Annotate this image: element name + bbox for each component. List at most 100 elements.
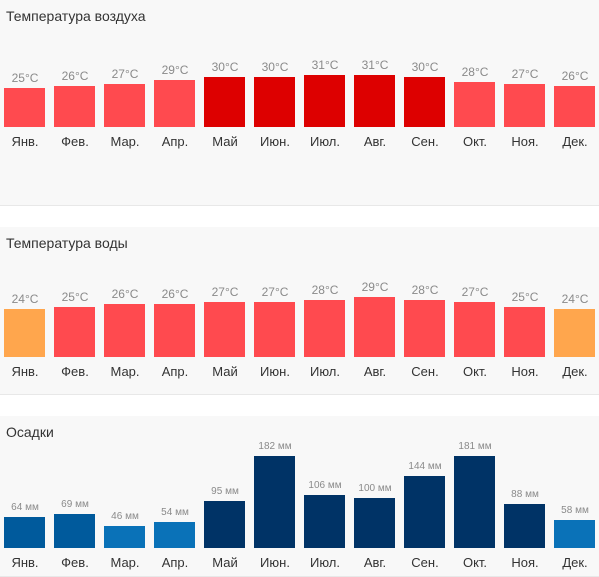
water-bar [304,300,345,357]
precip-value-label: 100 мм [358,483,392,494]
precip-value-label: 69 мм [61,499,89,510]
precip-bar [404,476,445,548]
water-month-label: Июл. [309,364,340,379]
water-value-label: 28°C [411,283,439,297]
precip-value-label: 181 мм [458,441,492,452]
precip-bar [554,520,595,548]
precip-value-label: 95 мм [211,486,239,497]
precip-value-label: 64 мм [11,502,39,513]
air-bar [104,84,145,127]
air-bar [304,75,345,127]
water-value-label: 27°C [211,285,239,299]
water-month-label: Ноя. [511,364,539,379]
water-bar [504,307,545,357]
precip-bar [154,522,195,548]
air-month-label: Янв. [11,134,39,149]
water-bar [204,302,245,357]
water-value-label: 27°C [261,285,289,299]
water-value-label: 25°C [61,290,89,304]
air-month-label: Июл. [309,134,340,149]
air-value-label: 30°C [211,60,239,74]
precip-bar [54,514,95,548]
precip-month-label: Фев. [61,555,89,570]
precip-month-label: Авг. [363,555,387,570]
air-bar [454,82,495,127]
air-month-label: Апр. [161,134,189,149]
water-bar [254,302,295,357]
precip-bar [304,495,345,548]
precip-bar [4,517,45,548]
water-temperature-title: Температура воды [6,235,128,251]
water-temperature-panel: Температура воды 24°C Янв. 25°C Фев. 26°C Мар… [0,227,599,395]
air-month-label: Ноя. [511,134,539,149]
water-month-label: Июн. [260,364,290,379]
air-month-label: Авг. [363,134,387,149]
air-month-label: Фев. [61,134,89,149]
air-value-label: 26°C [61,69,89,83]
precip-bar [454,456,495,548]
air-value-label: 31°C [311,58,339,72]
water-bar [354,297,395,357]
precip-bar [504,504,545,548]
air-bar [204,77,245,127]
water-value-label: 29°C [361,280,389,294]
precip-value-label: 182 мм [258,441,292,452]
air-value-label: 30°C [411,60,439,74]
water-value-label: 24°C [561,292,589,306]
air-value-label: 31°C [361,58,389,72]
air-bar [504,84,545,127]
air-month-label: Июн. [260,134,290,149]
precipitation-title: Осадки [6,424,54,440]
water-month-label: Авг. [363,364,387,379]
precip-month-label: Сен. [411,555,439,570]
air-bar [254,77,295,127]
water-value-label: 27°C [461,285,489,299]
precip-value-label: 58 мм [561,505,589,516]
water-bar [454,302,495,357]
water-value-label: 25°C [511,290,539,304]
air-month-label: Дек. [562,134,588,149]
water-value-label: 28°C [311,283,339,297]
water-month-label: Сен. [411,364,439,379]
water-month-label: Окт. [462,364,488,379]
water-month-label: Дек. [562,364,588,379]
air-bar [154,80,195,127]
water-month-label: Фев. [61,364,89,379]
water-value-label: 26°C [111,287,139,301]
water-value-label: 24°C [11,292,39,306]
precip-value-label: 106 мм [308,480,342,491]
air-bar [554,86,595,127]
air-temperature-title: Температура воздуха [6,8,146,24]
precip-month-label: Янв. [11,555,39,570]
precip-value-label: 144 мм [408,461,442,472]
water-bar [554,309,595,357]
water-value-label: 26°C [161,287,189,301]
air-temperature-panel: Температура воздуха 25°C Янв. 26°C Фев. 27°C… [0,0,599,206]
water-month-label: Янв. [11,364,39,379]
air-bar [404,77,445,127]
water-bar [4,309,45,357]
water-month-label: Мар. [110,364,140,379]
precip-month-label: Май [212,555,238,570]
water-bar [154,304,195,357]
water-bar [54,307,95,357]
precip-value-label: 54 мм [161,507,189,518]
precip-bar [204,501,245,548]
air-value-label: 26°C [561,69,589,83]
precip-bar [104,526,145,548]
water-month-label: Апр. [161,364,189,379]
water-month-label: Май [212,364,238,379]
water-bar [404,300,445,357]
precipitation-panel: Осадки 64 мм Янв. 69 мм Фев. 46 мм Мар. 54 мм А… [0,416,599,577]
precip-month-label: Июл. [309,555,340,570]
precip-bar [254,456,295,548]
air-month-label: Май [212,134,238,149]
precip-bar [354,498,395,548]
air-value-label: 30°C [261,60,289,74]
precip-month-label: Апр. [161,555,189,570]
air-month-label: Окт. [462,134,488,149]
water-bar [104,304,145,357]
air-month-label: Мар. [110,134,140,149]
air-value-label: 27°C [511,67,539,81]
air-bar [54,86,95,127]
